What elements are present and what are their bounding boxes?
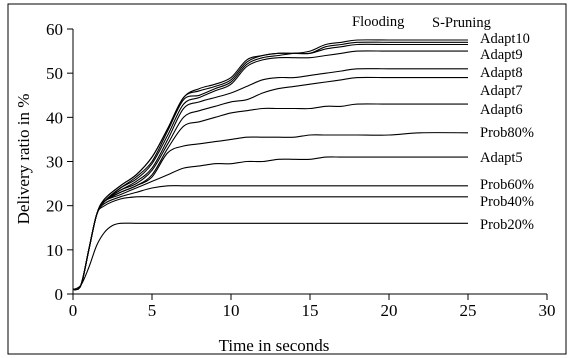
series-label-adapt9: Adapt9 xyxy=(480,47,523,63)
series-line-prob60-pct xyxy=(72,185,468,291)
x-tick-label: 30 xyxy=(539,301,556,320)
series-label-adapt6: Adapt6 xyxy=(480,102,523,118)
series-lines xyxy=(72,39,469,291)
y-axis-label: Delivery ratio in % xyxy=(14,94,33,225)
series-label-flooding: Flooding xyxy=(352,14,404,30)
series-label-adapt8: Adapt8 xyxy=(480,65,523,81)
series-line-adapt5 xyxy=(72,156,468,291)
y-tick-label: 10 xyxy=(46,241,63,260)
y-tick-label: 0 xyxy=(55,285,64,304)
series-line-prob20-pct xyxy=(72,222,468,291)
series-label-prob40-pct: Prob40% xyxy=(480,194,534,210)
y-tick-label: 30 xyxy=(46,153,63,172)
x-tick-label: 5 xyxy=(148,301,157,320)
x-tick-label: 15 xyxy=(302,301,319,320)
x-tick-label: 0 xyxy=(69,301,78,320)
x-tick-label: 20 xyxy=(381,301,398,320)
series-line-adapt8 xyxy=(72,68,468,291)
y-tick-label: 50 xyxy=(46,64,63,83)
series-label-s-pruning: S-Pruning xyxy=(432,15,491,31)
series-label-prob80-pct: Prob80% xyxy=(480,125,534,141)
y-tick-label: 20 xyxy=(46,197,63,216)
series-line-adapt9 xyxy=(72,50,468,291)
series-label-adapt10: Adapt10 xyxy=(480,31,530,47)
y-tick-label: 40 xyxy=(46,108,63,127)
series-line-prob80-pct xyxy=(72,132,469,291)
axes: 0 5 10 15 20 25 30 0 10 20 30 40 50 60 xyxy=(46,20,556,320)
series-label-adapt5: Adapt5 xyxy=(480,150,523,166)
series-label-adapt7: Adapt7 xyxy=(480,83,523,99)
x-tick-label: 25 xyxy=(460,301,477,320)
x-axis-label: Time in seconds xyxy=(219,336,330,355)
series-line-adapt10 xyxy=(72,43,468,291)
series-label-prob20-pct: Prob20% xyxy=(480,217,534,233)
x-tick-label: 10 xyxy=(223,301,240,320)
series-line-prob40-pct xyxy=(72,196,468,291)
series-line-s-pruning xyxy=(72,41,468,291)
y-tick-label: 60 xyxy=(46,20,63,39)
plot-frame xyxy=(7,3,567,355)
series-label-prob60-pct: Prob60% xyxy=(480,177,534,193)
